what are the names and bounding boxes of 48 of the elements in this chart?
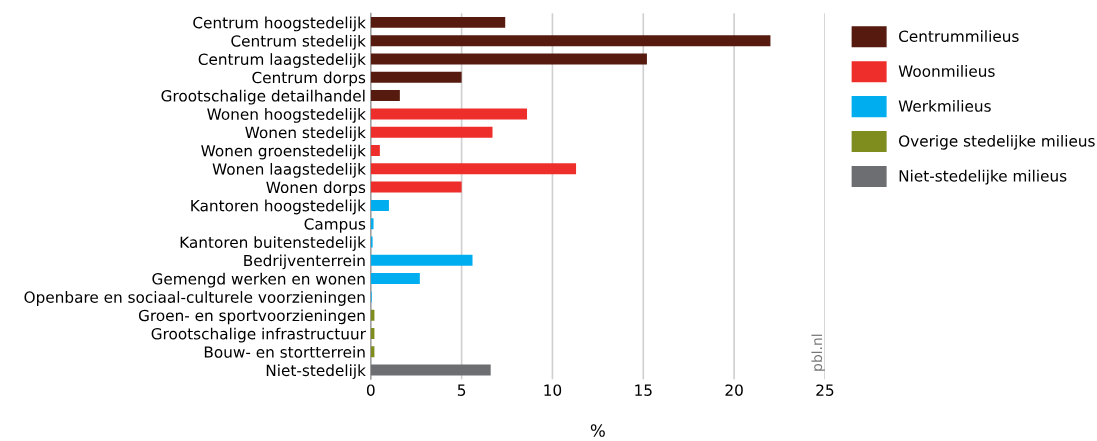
bar (370, 126, 493, 138)
x-tick-label: 15 (635, 384, 652, 396)
y-tick-label: Groen- en sportvoorzieningen (138, 309, 365, 325)
y-tick-label: Grootschalige detailhandel (161, 89, 365, 105)
y-tick-label: Centrum hoogstedelijk (193, 16, 366, 32)
y-tick-label: Wonen laagstedelijk (212, 162, 366, 178)
y-tick-label: Grootschalige infrastructuur (151, 327, 366, 343)
legend-label: Centrummilieus (899, 30, 1019, 43)
y-tick-label: Wonen hoogstedelijk (207, 108, 366, 123)
y-tick-label: Openbare en sociaal-culturele voorzieningen (24, 291, 365, 306)
bar (370, 364, 491, 376)
bar (370, 163, 577, 175)
y-tick-label: Wonen groenstedelijk (201, 144, 366, 160)
x-tick-label: 10 (544, 384, 562, 396)
bar (370, 71, 462, 83)
y-tick-label: Gemengd werken en wonen (152, 272, 365, 288)
legend-label: Niet-stedelijke milieus (899, 169, 1067, 185)
bar (370, 35, 771, 47)
legend-label: Overige stedelijke milieus (899, 134, 1095, 150)
y-tick-label: Kantoren hoogstedelijk (191, 199, 366, 215)
x-tick-label: 20 (725, 384, 743, 396)
x-tick-label: 5 (457, 384, 466, 396)
bar (370, 108, 528, 120)
y-tick-label: Bedrijventerrein (244, 254, 365, 270)
bar (370, 16, 506, 28)
x-tick-label: 25 (816, 384, 834, 396)
bar (370, 53, 647, 65)
annotation: pbl.nl (811, 334, 825, 371)
y-tick-label: Wonen stedelijk (245, 126, 366, 142)
y-tick-label: Centrum laagstedelijk (198, 53, 366, 68)
bar (370, 145, 380, 156)
x-axis-title: % (590, 424, 605, 437)
y-tick-label: Centrum dorps (252, 71, 366, 87)
x-tick-label: 0 (366, 384, 375, 396)
legend-label: Woonmilieus (898, 65, 995, 77)
y-tick-label: Wonen dorps (266, 181, 366, 197)
y-tick-label: Campus (304, 218, 366, 233)
legend-label: Werkmilieus (898, 100, 991, 112)
bar (370, 90, 400, 102)
y-tick-label: Niet-stedelijk (266, 364, 366, 380)
bar (370, 254, 473, 266)
y-tick-label: Centrum stedelijk (231, 34, 366, 50)
bar (370, 199, 389, 211)
bar (370, 218, 374, 230)
y-tick-label: Kantoren buitenstedelijk (180, 236, 366, 251)
bar (370, 273, 420, 285)
y-tick-label: Bouw- en stortterrein (204, 346, 365, 358)
bar (370, 181, 462, 193)
